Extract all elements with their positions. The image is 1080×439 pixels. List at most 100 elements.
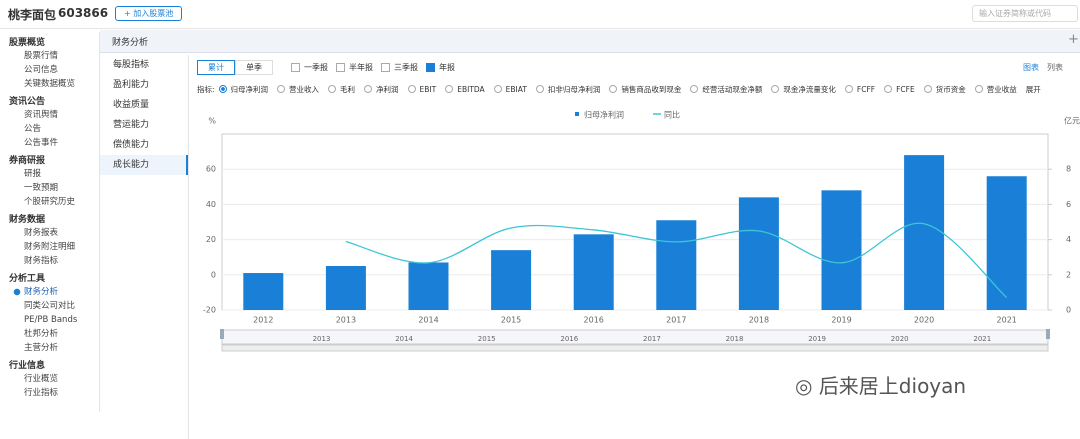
sidebar-item[interactable]: 财务报表	[0, 226, 99, 240]
sidebar-group[interactable]: 行业信息	[0, 355, 99, 372]
search-input[interactable]: 输入证券简称或代码	[972, 5, 1078, 22]
indicator-row: 指标: 归母净利润 营业收入 毛利 净利润 EBIT EBITDA EBIAT 扣非归母净利润 销…	[197, 79, 1077, 99]
radio[interactable]	[494, 85, 502, 93]
checkbox[interactable]	[336, 63, 345, 72]
stock-name: 桃李面包	[8, 6, 56, 23]
sidebar-item[interactable]: 股票行情	[0, 49, 99, 63]
watermark: ◎ 后来居上dioyan	[795, 370, 966, 399]
period-label[interactable]: 三季报	[394, 62, 418, 73]
sidebar-item[interactable]: 杜邦分析	[0, 327, 99, 341]
sidebar-item[interactable]: 财务附注明细	[0, 240, 99, 254]
indicator-option[interactable]: 货币资金	[936, 84, 966, 95]
indicator-option[interactable]: FCFF	[857, 85, 875, 94]
sidebar-group[interactable]: 财务数据	[0, 209, 99, 226]
indicator-option[interactable]: 营业收益	[987, 84, 1017, 95]
radio[interactable]	[445, 85, 453, 93]
bar	[409, 262, 449, 310]
slider-label: 2021	[973, 335, 991, 343]
radio[interactable]	[884, 85, 892, 93]
sidebar-item[interactable]: 个股研究历史	[0, 195, 99, 209]
indicator-option[interactable]: FCFE	[896, 85, 915, 94]
sidebar-group[interactable]: 分析工具	[0, 268, 99, 285]
sidebar-item[interactable]: 公告	[0, 122, 99, 136]
slider-label: 2018	[726, 335, 744, 343]
add-button[interactable]: + 加入股票池	[115, 6, 182, 21]
legend-swatch	[575, 112, 579, 116]
radio[interactable]	[277, 85, 285, 93]
radio[interactable]	[690, 85, 698, 93]
submenu-item[interactable]: 偿债能力	[100, 135, 188, 155]
indicator-option[interactable]: 营业收入	[289, 84, 319, 95]
radio[interactable]	[771, 85, 779, 93]
sidebar-item[interactable]: 研报	[0, 167, 99, 181]
period-label[interactable]: 一季报	[304, 62, 328, 73]
radio[interactable]	[364, 85, 372, 93]
sidebar-item[interactable]: 一致预期	[0, 181, 99, 195]
radio[interactable]	[536, 85, 544, 93]
indicator-option[interactable]: 现金净流量变化	[783, 84, 836, 95]
submenu-item[interactable]: 盈利能力	[100, 75, 188, 95]
checkbox[interactable]	[291, 63, 300, 72]
toolbar-row: 累计单季 一季报 半年报 三季报 年报 图表列表	[197, 59, 1077, 75]
sidebar-item[interactable]: 主营分析	[0, 341, 99, 355]
submenu-item[interactable]: 营运能力	[100, 115, 188, 135]
sidebar-group[interactable]: 券商研报	[0, 150, 99, 167]
chart: -20020406002468%亿元2012201320142015201620…	[190, 100, 1080, 360]
indicator-option[interactable]: 经营活动现金净额	[702, 84, 762, 95]
checkbox[interactable]	[381, 63, 390, 72]
sidebar-item[interactable]: 同类公司对比	[0, 299, 99, 313]
indicator-option[interactable]: 销售商品收到现金	[621, 84, 681, 95]
period-label[interactable]: 年报	[439, 62, 455, 73]
sidebar-item[interactable]: 公告事件	[0, 136, 99, 150]
indicator-option[interactable]: EBIAT	[506, 85, 527, 94]
indicator-option[interactable]: 净利润	[376, 84, 399, 95]
radio[interactable]	[219, 85, 227, 93]
indicator-option[interactable]: 毛利	[340, 84, 355, 95]
indicator-option[interactable]: EBITDA	[457, 85, 484, 94]
slider-label: 2016	[560, 335, 578, 343]
sidebar-item[interactable]: 行业指标	[0, 386, 99, 400]
x-tick-label: 2020	[914, 316, 934, 325]
radio[interactable]	[408, 85, 416, 93]
legend-label: 归母净利润	[584, 110, 624, 120]
view-button[interactable]: 列表	[1047, 62, 1063, 73]
bar	[822, 190, 862, 310]
expand-button[interactable]: 展开	[1026, 84, 1041, 95]
x-tick-label: 2018	[749, 316, 769, 325]
radio[interactable]	[328, 85, 336, 93]
sidebar-group[interactable]: 资讯公告	[0, 91, 99, 108]
sidebar-item[interactable]: 行业概览	[0, 372, 99, 386]
sidebar-group[interactable]: 股票概览	[0, 32, 99, 49]
radio[interactable]	[975, 85, 983, 93]
radio[interactable]	[924, 85, 932, 93]
sidebar-item[interactable]: 财务指标	[0, 254, 99, 268]
sidebar-item[interactable]: 关键数据概览	[0, 77, 99, 91]
sidebar-item[interactable]: 公司信息	[0, 63, 99, 77]
view-button[interactable]: 图表	[1023, 62, 1039, 73]
sidebar-item[interactable]: 资讯舆情	[0, 108, 99, 122]
indicator-option[interactable]: 归母净利润	[231, 84, 269, 95]
panel-title: 财务分析	[112, 35, 148, 48]
legend-label: 同比	[664, 110, 680, 120]
indicator-label: 指标:	[197, 84, 215, 95]
submenu-item[interactable]: 成长能力	[100, 155, 188, 175]
submenu: 每股指标盈利能力收益质量营运能力偿债能力成长能力	[100, 55, 189, 439]
toggle-button[interactable]: 累计	[197, 60, 235, 75]
radio[interactable]	[609, 85, 617, 93]
toggle-button[interactable]: 单季	[235, 60, 273, 75]
add-icon[interactable]: +	[1068, 32, 1079, 47]
submenu-item[interactable]: 收益质量	[100, 95, 188, 115]
checkbox[interactable]	[426, 63, 435, 72]
submenu-item[interactable]: 每股指标	[100, 55, 188, 75]
period-label[interactable]: 半年报	[349, 62, 373, 73]
sidebar-item[interactable]: 财务分析	[0, 285, 99, 299]
slider-label: 2019	[808, 335, 826, 343]
y2-axis-label: 亿元	[1064, 116, 1080, 126]
bar	[491, 250, 531, 310]
sidebar-item[interactable]: PE/PB Bands	[0, 313, 99, 327]
indicator-option[interactable]: 扣非归母净利润	[548, 84, 601, 95]
x-tick-label: 2013	[336, 316, 356, 325]
radio[interactable]	[845, 85, 853, 93]
y-tick-label: 40	[206, 200, 216, 209]
indicator-option[interactable]: EBIT	[420, 85, 437, 94]
